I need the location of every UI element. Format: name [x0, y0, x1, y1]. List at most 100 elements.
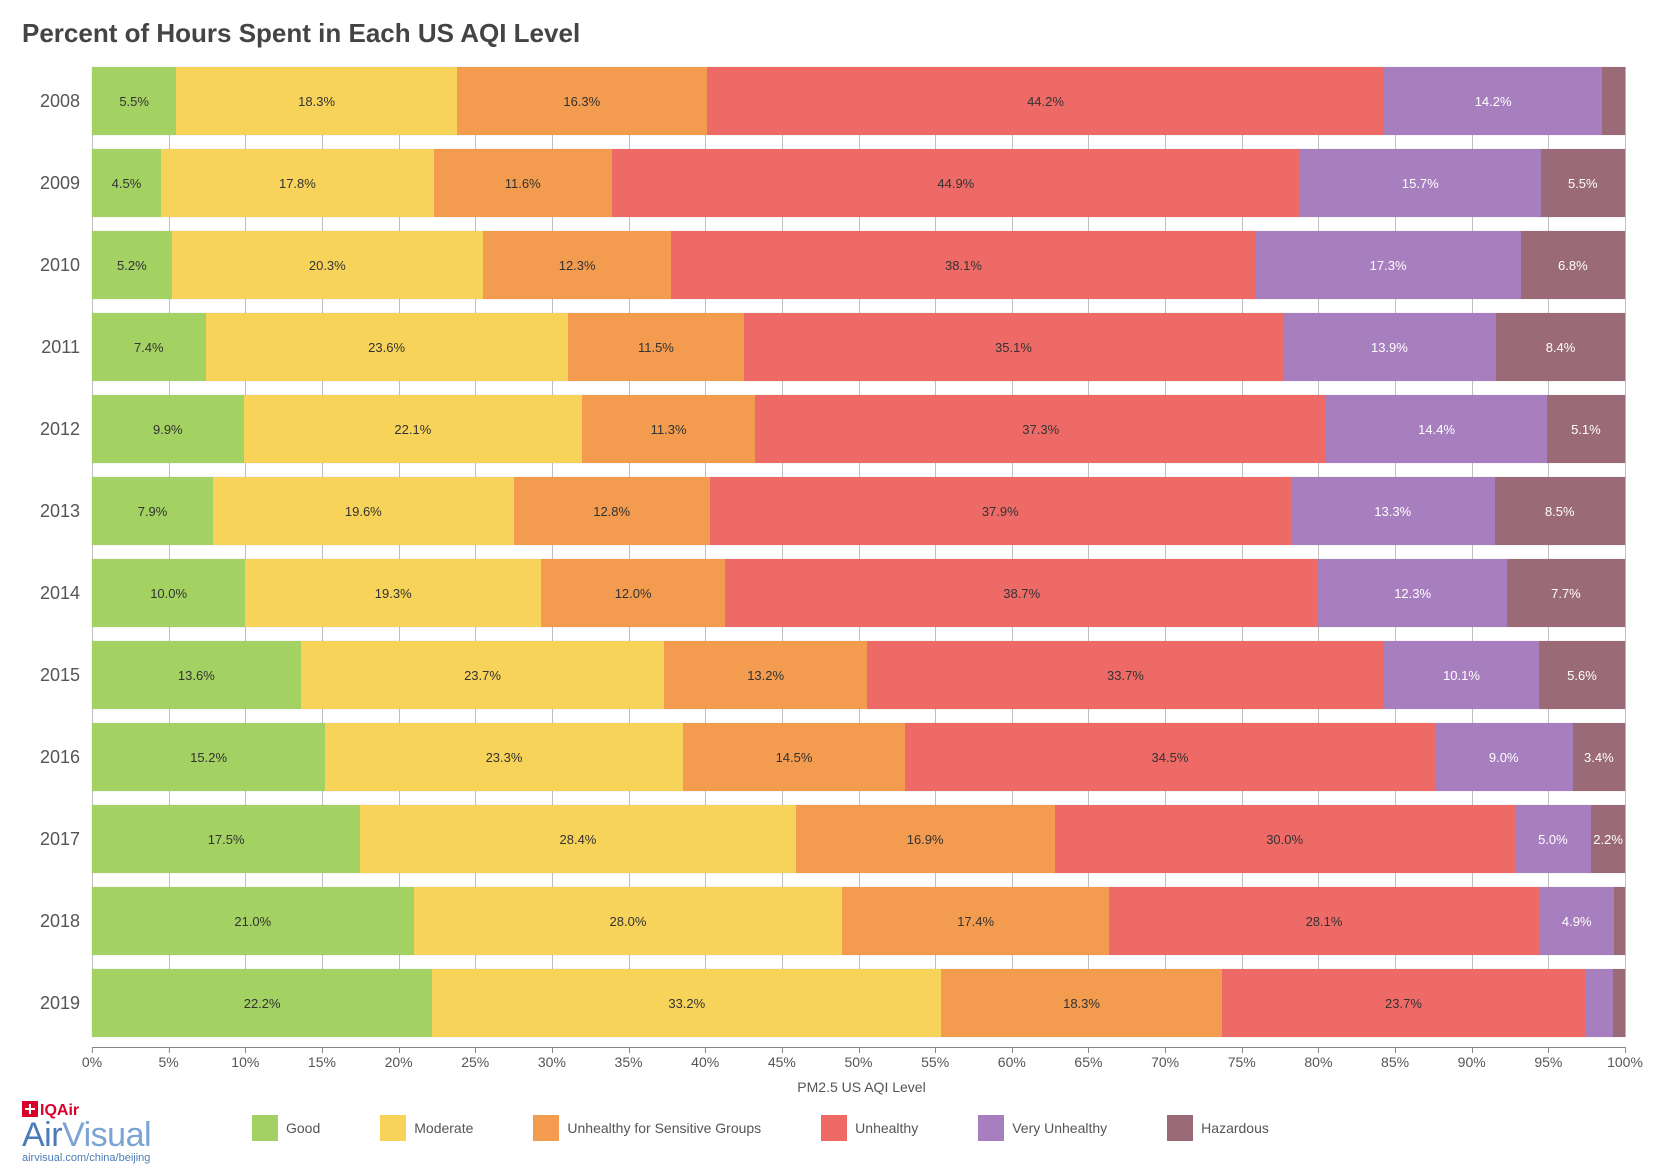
- bar-segment-hazardous: 5.5%: [1541, 149, 1625, 217]
- bar-segment-hazardous: [1613, 969, 1625, 1037]
- year-label: 2010: [22, 255, 80, 276]
- bar-segment-hazardous: 6.8%: [1521, 231, 1625, 299]
- legend-label: Moderate: [414, 1120, 473, 1136]
- bar-segment-usg: 12.8%: [514, 477, 710, 545]
- x-tick: 15%: [308, 1048, 336, 1070]
- legend-item-unhealthy: Unhealthy: [821, 1115, 918, 1141]
- bar-segment-very: 12.3%: [1318, 559, 1507, 627]
- bar-segment-very: 15.7%: [1300, 149, 1541, 217]
- plot-area: 20085.5%18.3%16.3%44.2%14.2%20094.5%17.8…: [92, 67, 1625, 1037]
- legend-swatch: [380, 1115, 406, 1141]
- stacked-bar: 4.5%17.8%11.6%44.9%15.7%5.5%: [92, 149, 1625, 217]
- airvisual-visual-text: Visual: [62, 1116, 151, 1154]
- legend-label: Unhealthy for Sensitive Groups: [567, 1120, 761, 1136]
- bar-segment-very: 9.0%: [1435, 723, 1573, 791]
- x-tick: 60%: [998, 1048, 1026, 1070]
- bar-segment-usg: 11.6%: [434, 149, 612, 217]
- year-label: 2015: [22, 665, 80, 686]
- table-row: 20117.4%23.6%11.5%35.1%13.9%8.4%: [92, 313, 1625, 381]
- bar-segment-very: [1585, 969, 1613, 1037]
- bar-segment-usg: 12.3%: [483, 231, 672, 299]
- bar-segment-good: 22.2%: [92, 969, 432, 1037]
- x-tick: 85%: [1381, 1048, 1409, 1070]
- table-row: 20105.2%20.3%12.3%38.1%17.3%6.8%: [92, 231, 1625, 299]
- x-axis: 0%5%10%15%20%25%30%35%40%45%50%55%60%65%…: [92, 1047, 1625, 1077]
- legend: Good Moderate Unhealthy for Sensitive Grou…: [252, 1101, 1631, 1141]
- bar-segment-moderate: 17.8%: [161, 149, 434, 217]
- table-row: 20137.9%19.6%12.8%37.9%13.3%8.5%: [92, 477, 1625, 545]
- x-tick: 55%: [921, 1048, 949, 1070]
- year-label: 2011: [22, 337, 80, 358]
- bar-segment-usg: 16.9%: [796, 805, 1055, 873]
- table-row: 20129.9%22.1%11.3%37.3%14.4%5.1%: [92, 395, 1625, 463]
- bar-segment-good: 10.0%: [92, 559, 245, 627]
- bar-segment-unhealthy: 44.9%: [612, 149, 1300, 217]
- bar-segment-hazardous: [1614, 887, 1625, 955]
- legend-item-good: Good: [252, 1115, 320, 1141]
- bar-segment-good: 7.4%: [92, 313, 206, 381]
- bar-segment-good: 5.5%: [92, 67, 176, 135]
- bar-rows: 20085.5%18.3%16.3%44.2%14.2%20094.5%17.8…: [92, 67, 1625, 1037]
- stacked-bar: 15.2%23.3%14.5%34.5%9.0%3.4%: [92, 723, 1625, 791]
- bar-segment-usg: 18.3%: [941, 969, 1222, 1037]
- bar-segment-usg: 12.0%: [541, 559, 725, 627]
- stacked-bar: 13.6%23.7%13.2%33.7%10.1%5.6%: [92, 641, 1625, 709]
- bar-segment-unhealthy: 38.7%: [725, 559, 1318, 627]
- x-tick: 80%: [1304, 1048, 1332, 1070]
- bar-segment-good: 4.5%: [92, 149, 161, 217]
- bar-segment-unhealthy: 30.0%: [1055, 805, 1515, 873]
- bar-segment-hazardous: 7.7%: [1507, 559, 1625, 627]
- legend-item-very: Very Unhealthy: [978, 1115, 1107, 1141]
- logo-url: airvisual.com/china/beijing: [22, 1153, 212, 1165]
- bar-segment-unhealthy: 28.1%: [1109, 887, 1539, 955]
- bar-segment-moderate: 19.6%: [213, 477, 513, 545]
- stacked-bar: 5.2%20.3%12.3%38.1%17.3%6.8%: [92, 231, 1625, 299]
- legend-label: Good: [286, 1120, 320, 1136]
- x-tick: 70%: [1151, 1048, 1179, 1070]
- table-row: 201717.5%28.4%16.9%30.0%5.0%2.2%: [92, 805, 1625, 873]
- x-tick: 20%: [385, 1048, 413, 1070]
- x-tick: 95%: [1534, 1048, 1562, 1070]
- bar-segment-usg: 14.5%: [683, 723, 906, 791]
- stacked-bar: 21.0%28.0%17.4%28.1%4.9%: [92, 887, 1625, 955]
- x-tick: 35%: [615, 1048, 643, 1070]
- bar-segment-hazardous: 8.5%: [1495, 477, 1625, 545]
- bar-segment-hazardous: 5.6%: [1539, 641, 1625, 709]
- bar-segment-unhealthy: 44.2%: [707, 67, 1385, 135]
- x-tick: 10%: [231, 1048, 259, 1070]
- bar-segment-unhealthy: 37.9%: [710, 477, 1291, 545]
- bar-segment-good: 13.6%: [92, 641, 301, 709]
- table-row: 201410.0%19.3%12.0%38.7%12.3%7.7%: [92, 559, 1625, 627]
- bar-segment-very: 14.2%: [1384, 67, 1602, 135]
- bar-segment-moderate: 19.3%: [245, 559, 541, 627]
- bar-segment-very: 13.3%: [1291, 477, 1495, 545]
- bar-segment-usg: 13.2%: [664, 641, 867, 709]
- year-label: 2016: [22, 747, 80, 768]
- x-tick: 5%: [159, 1048, 179, 1070]
- x-tick: 75%: [1228, 1048, 1256, 1070]
- bar-segment-hazardous: 2.2%: [1591, 805, 1625, 873]
- bar-segment-unhealthy: 23.7%: [1222, 969, 1585, 1037]
- table-row: 201615.2%23.3%14.5%34.5%9.0%3.4%: [92, 723, 1625, 791]
- bar-segment-hazardous: 5.1%: [1547, 395, 1625, 463]
- bar-segment-very: 5.0%: [1515, 805, 1592, 873]
- stacked-bar: 17.5%28.4%16.9%30.0%5.0%2.2%: [92, 805, 1625, 873]
- bar-segment-unhealthy: 34.5%: [905, 723, 1434, 791]
- table-row: 20094.5%17.8%11.6%44.9%15.7%5.5%: [92, 149, 1625, 217]
- bar-segment-moderate: 23.3%: [325, 723, 683, 791]
- logo-airvisual: AirVisual: [22, 1118, 212, 1154]
- footer: IQAir AirVisual airvisual.com/china/beij…: [22, 1101, 1631, 1165]
- bar-segment-hazardous: 3.4%: [1573, 723, 1625, 791]
- bar-segment-very: 13.9%: [1283, 313, 1496, 381]
- x-tick: 90%: [1458, 1048, 1486, 1070]
- bar-segment-good: 21.0%: [92, 887, 414, 955]
- bar-segment-unhealthy: 38.1%: [671, 231, 1255, 299]
- swiss-flag-icon: [22, 1101, 38, 1117]
- x-tick: 100%: [1607, 1048, 1643, 1070]
- x-tick: 30%: [538, 1048, 566, 1070]
- x-tick: 40%: [691, 1048, 719, 1070]
- bar-segment-moderate: 28.4%: [360, 805, 795, 873]
- table-row: 201922.2%33.2%18.3%23.7%: [92, 969, 1625, 1037]
- airvisual-air-text: Air: [22, 1116, 62, 1154]
- legend-swatch: [252, 1115, 278, 1141]
